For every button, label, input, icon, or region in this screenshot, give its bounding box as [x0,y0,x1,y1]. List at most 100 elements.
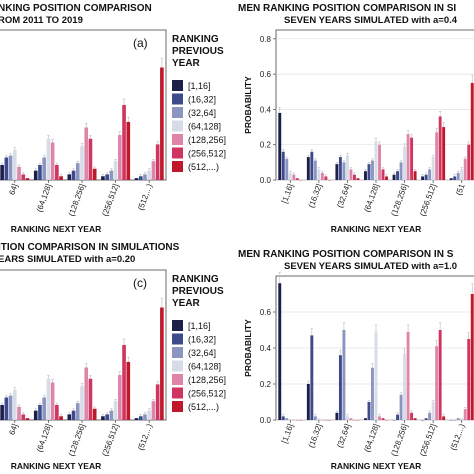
panel-a-label: (a) [133,36,148,50]
legend-entry-label: (64,128] [188,122,221,132]
bar [122,105,126,180]
bar [92,168,97,180]
x-tick-label: (128,256] [67,183,87,218]
bar [374,331,378,420]
x-tick-label: (64,128] [362,183,380,214]
bar [385,176,388,180]
panel-c-label: (c) [133,276,147,290]
legend-entry-label: [1,16] [188,321,211,331]
bar [8,395,13,420]
bar [38,405,42,420]
bar [55,405,59,420]
bar [438,116,442,180]
bar [295,178,299,180]
bar [33,170,38,180]
bar [438,330,442,420]
x-tick-label: (256,512] [100,183,120,218]
x-tick-label: 64] [7,423,19,437]
bar [463,409,467,420]
bar [381,169,385,180]
x-tick-label: [1,16] [280,183,295,205]
bar [403,353,407,420]
x-tick-label: (512,...) [136,182,154,211]
bar [442,127,446,180]
bar [17,166,21,180]
bar [345,155,349,180]
legend-entry-label: [1,16] [188,81,211,91]
x-tick-label: (512,...) [449,422,467,451]
bar [71,170,76,180]
bar [55,165,59,180]
bar [288,172,292,180]
legend-swatch [172,320,183,331]
panel-d-x-axis-label: RANKING NEXT YEAR [331,461,422,471]
bar [80,146,84,180]
bar [50,142,55,180]
y-tick-label: 0.6 [260,70,272,79]
bar [50,382,55,420]
bar [88,138,93,180]
bar [317,169,321,180]
bar [12,390,17,420]
bar [470,294,474,420]
bar [364,171,367,180]
panel-b: MEN RANKING POSITION COMPARISON IN SI SE… [238,3,474,234]
bar [281,151,285,180]
bar [338,157,342,180]
y-tick-label: 0.2 [260,380,272,389]
legend-swatch [172,120,183,132]
bar [147,410,152,420]
bar [21,174,26,180]
legend-swatch [172,134,183,145]
bar [143,174,147,180]
bar [147,170,152,180]
x-tick-label: (51 [454,182,467,196]
bar [118,135,122,180]
legend-entry-label: (128,256] [188,375,226,385]
bar [46,138,51,180]
bar [399,394,403,420]
bar [160,307,164,420]
bar [151,401,156,420]
panel-d: MEN RANKING POSITION COMPARISON IN S SEV… [238,249,474,471]
bar [392,174,396,180]
bar [143,414,147,420]
bar [460,418,464,420]
bar [92,408,97,420]
panel-d-x-ticks: [1,16] (16,32] (32,64] (64,128] (128,256] (25… [280,420,467,457]
bar [42,157,46,180]
panel-a-x-axis-label: RANKING NEXT YEAR [11,224,102,234]
bar [118,375,122,420]
bar [38,165,42,180]
bar [21,414,26,420]
bar [470,82,474,180]
x-tick-label: (64,128] [362,423,380,454]
x-tick-label: (256,512] [418,423,438,458]
bar [352,174,356,180]
panel-a-x-ticks: 64] (64,128] (128,256] (256,512] (512,...) [7,180,154,217]
bar [88,378,93,420]
bar [371,160,374,180]
bar [456,418,460,420]
bar [367,402,371,420]
x-tick-label: (16,32] [307,423,324,449]
bar [424,174,428,180]
bar [403,146,407,180]
bar [67,174,72,180]
legend-swatch [172,161,183,172]
bar [356,178,360,180]
y-tick-label: 0.8 [260,35,272,44]
bar [435,346,439,420]
bar [285,158,289,180]
bar [424,418,428,420]
legend-entry-label: (256,512] [188,149,226,159]
panel-c-x-ticks: 64] (64,128] (128,256] (256,512] (512,...) [7,420,154,457]
bar [364,418,367,420]
legend-title: YEAR [172,58,201,69]
panel-b-x-axis-label: RANKING NEXT YEAR [331,224,422,234]
bar [101,416,105,420]
bar [313,416,317,420]
x-tick-label: (512,...) [136,422,154,451]
bar [310,151,314,180]
